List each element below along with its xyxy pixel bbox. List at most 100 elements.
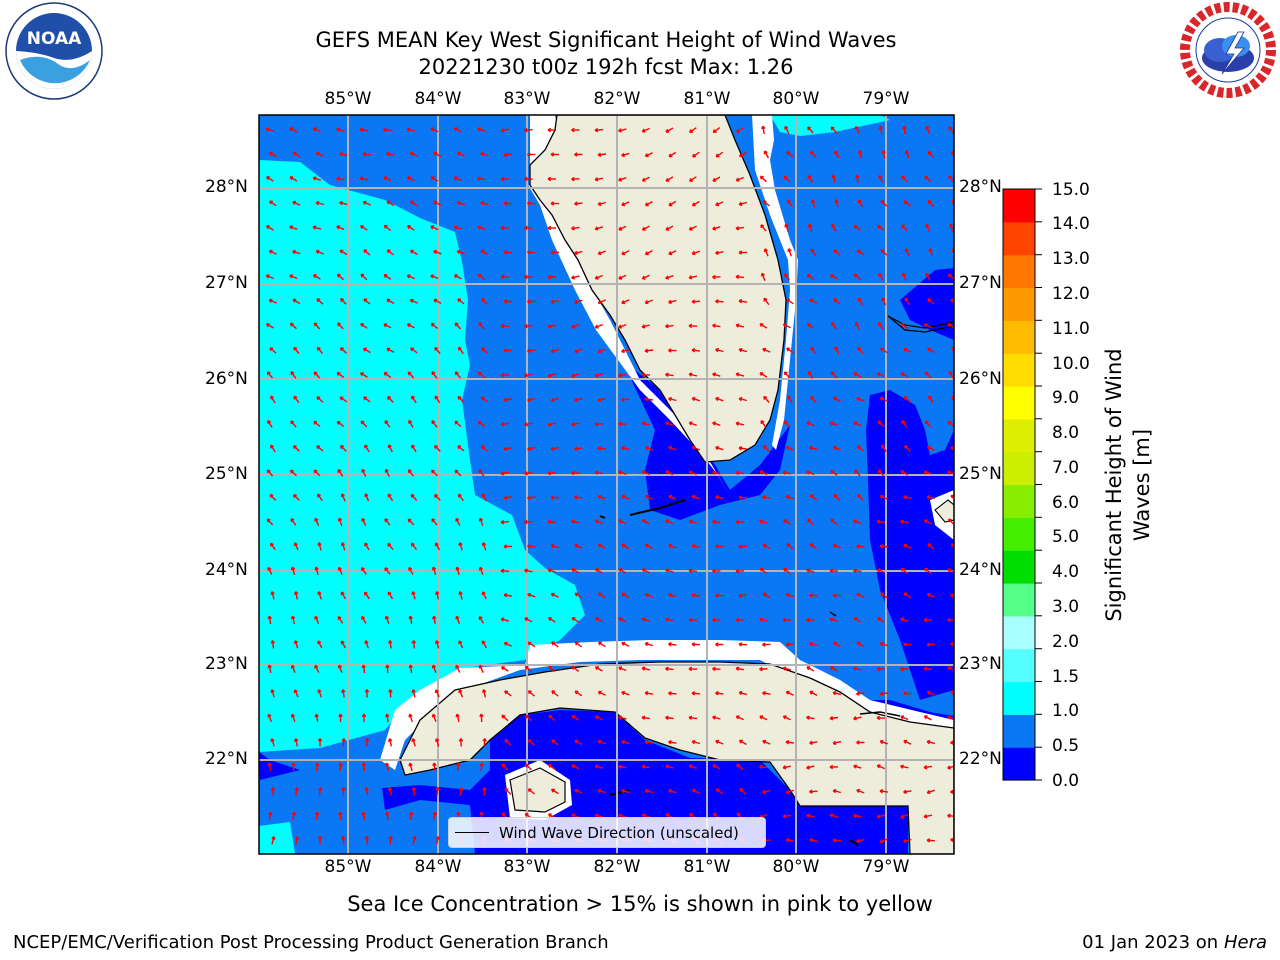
wind-wave-arrow <box>294 836 300 845</box>
wind-wave-arrow <box>807 518 814 526</box>
wind-wave-arrow <box>408 419 414 428</box>
wind-wave-arrow <box>430 322 439 330</box>
wind-wave-arrow <box>385 664 390 674</box>
wind-wave-arrow <box>856 788 865 794</box>
wind-wave-arrow <box>832 690 842 696</box>
wind-wave-arrow <box>361 517 367 526</box>
wind-wave-arrow <box>691 348 701 353</box>
wind-wave-arrow <box>500 617 510 622</box>
wind-wave-arrow <box>831 174 836 183</box>
wind-wave-arrow <box>692 151 700 158</box>
wind-wave-arrow <box>364 591 370 600</box>
wind-wave-arrow <box>762 445 770 452</box>
wind-wave-arrow <box>294 787 299 796</box>
wind-wave-arrow <box>500 372 510 378</box>
wind-wave-arrow <box>641 764 651 769</box>
wind-wave-arrow <box>267 664 272 674</box>
wind-wave-arrow <box>618 373 627 378</box>
wind-wave-arrow <box>339 200 348 206</box>
wind-wave-arrow <box>688 519 697 524</box>
wind-wave-arrow <box>668 348 677 353</box>
wind-wave-arrow <box>480 200 489 206</box>
colorbar-segment <box>1003 386 1035 420</box>
wind-wave-arrow <box>547 617 556 623</box>
wind-wave-arrow <box>618 323 627 329</box>
wind-wave-arrow <box>923 814 933 819</box>
wind-wave-arrow <box>433 151 442 158</box>
wind-wave-arrow <box>762 200 771 207</box>
colorbar-frame <box>1002 188 1036 781</box>
wind-wave-arrow <box>431 518 438 526</box>
wind-wave-arrow <box>292 200 301 206</box>
wind-wave-arrow <box>572 863 580 866</box>
wind-wave-arrow <box>574 152 583 157</box>
wind-wave-arrow <box>668 740 677 745</box>
wind-wave-arrow <box>786 199 793 208</box>
wind-wave-arrow <box>759 666 768 672</box>
wind-wave-arrow <box>524 617 533 623</box>
wind-wave-arrow <box>267 419 273 428</box>
colorbar-tick: 9.0 <box>1052 388 1080 408</box>
wind-wave-arrow <box>712 617 721 623</box>
wind-wave-arrow <box>900 567 909 575</box>
wind-wave-arrow <box>621 201 630 207</box>
footer-right: 01 Jan 2023 on Hera <box>1082 932 1267 953</box>
wind-wave-arrow <box>504 690 512 697</box>
wind-wave-arrow <box>431 420 438 428</box>
colorbar-tick: 14.0 <box>1052 214 1090 234</box>
wind-wave-arrow <box>291 811 297 821</box>
wind-wave-arrow <box>879 396 888 402</box>
wind-wave-arrow <box>924 863 932 866</box>
wind-wave-arrow <box>340 444 347 452</box>
wind-wave-arrow <box>455 713 460 723</box>
wind-wave-arrow <box>290 420 297 428</box>
wind-wave-arrow <box>668 250 677 256</box>
wind-wave-arrow <box>386 298 395 305</box>
wind-wave-arrow <box>527 201 536 206</box>
wind-wave-arrow <box>691 543 701 549</box>
wind-wave-arrow <box>316 346 324 355</box>
wind-wave-arrow <box>267 615 272 625</box>
wind-wave-arrow <box>503 397 513 402</box>
wind-wave-arrow <box>500 176 510 182</box>
wind-wave-arrow <box>644 641 653 647</box>
lon-label-bottom: 82°W <box>593 857 641 877</box>
wind-wave-arrow <box>336 273 344 281</box>
footer-host: Hera <box>1223 932 1267 953</box>
wind-wave-arrow <box>268 298 277 304</box>
wind-wave-arrow <box>903 347 912 353</box>
wind-wave-arrow <box>550 592 559 598</box>
wind-wave-arrow <box>712 470 721 475</box>
wind-wave-arrow <box>783 420 791 428</box>
wind-wave-arrow <box>383 176 392 182</box>
wind-wave-arrow <box>735 372 745 377</box>
wind-wave-arrow <box>735 225 745 231</box>
wind-wave-arrow <box>644 445 654 451</box>
wind-wave-arrow <box>527 250 536 255</box>
lon-label-bottom: 85°W <box>324 857 372 877</box>
wind-wave-arrow <box>386 861 389 869</box>
wind-wave-arrow <box>903 592 912 599</box>
wind-wave-arrow <box>317 493 323 502</box>
wind-wave-arrow <box>337 322 344 330</box>
wind-wave-arrow <box>762 789 771 795</box>
lat-label-right: 25°N <box>959 464 1002 484</box>
wind-wave-arrow <box>385 811 390 821</box>
wind-wave-arrow <box>265 323 274 329</box>
wind-wave-arrow <box>597 446 607 451</box>
wind-wave-arrow <box>574 788 583 794</box>
wind-wave-arrow <box>597 250 606 256</box>
wind-wave-arrow <box>524 665 533 672</box>
wind-wave-arrow <box>547 274 557 280</box>
wind-wave-arrow <box>574 397 583 403</box>
wind-wave-arrow <box>341 787 346 796</box>
wind-wave-arrow <box>810 248 817 257</box>
wind-wave-arrow <box>785 494 794 500</box>
colorbar-segment <box>1003 550 1035 584</box>
wind-wave-arrow <box>876 519 886 525</box>
wind-wave-arrow <box>903 543 912 549</box>
wind-wave-arrow <box>901 175 908 183</box>
wind-wave-arrow <box>290 713 296 723</box>
wind-wave-arrow <box>760 420 767 428</box>
wind-wave-arrow <box>527 690 535 697</box>
